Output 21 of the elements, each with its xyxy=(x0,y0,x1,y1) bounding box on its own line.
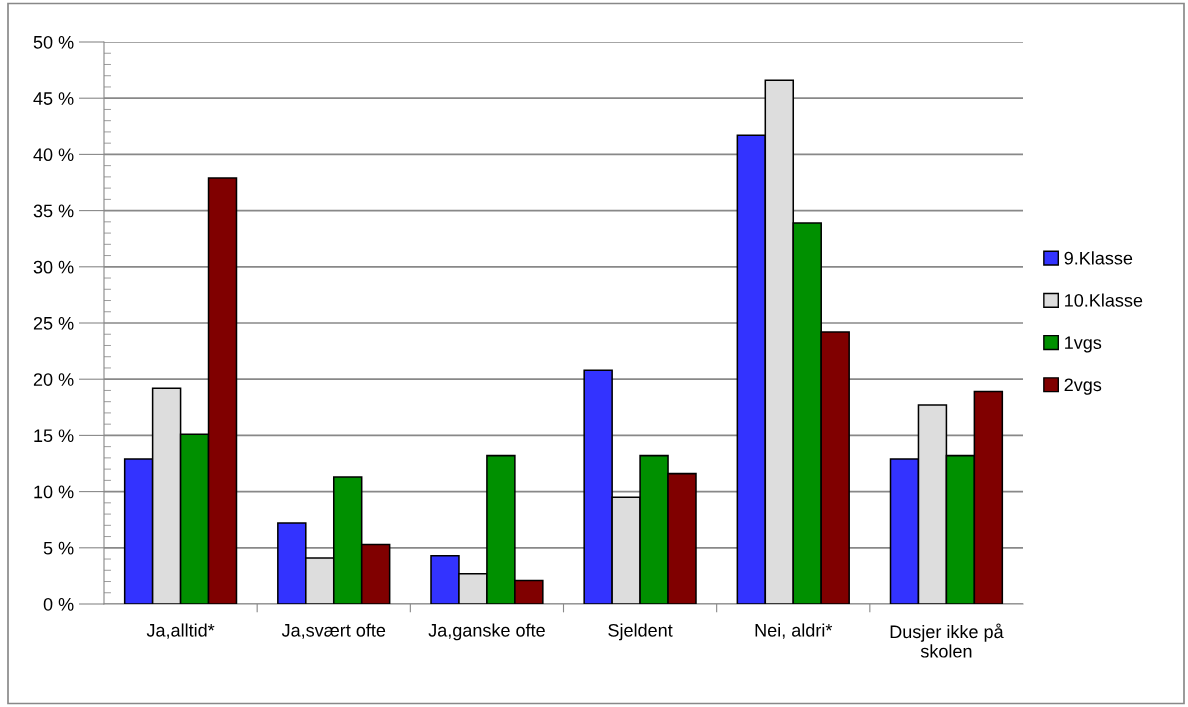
legend-label: 10.Klasse xyxy=(1065,293,1143,307)
x-tick-label: Nei, aldri* xyxy=(755,623,833,639)
y-tick-label: 40 % xyxy=(33,148,74,162)
x-tick-label: Ja,alltid* xyxy=(146,623,215,639)
x-tick-label: Sjeldent xyxy=(608,623,673,641)
y-tick-label: 0 % xyxy=(43,597,74,611)
legend-label: 1vgs xyxy=(1065,336,1102,353)
x-tick-label: Dusjer ikke på skolen xyxy=(890,623,1004,658)
legend-label: 9.Klasse xyxy=(1064,251,1133,265)
y-tick-label: 50 % xyxy=(33,35,74,49)
y-tick-label: 25 % xyxy=(33,316,74,330)
y-tick-label: 5 % xyxy=(43,541,74,555)
x-tick-label: Ja,svært ofte xyxy=(281,623,386,639)
y-tick-label: 45 % xyxy=(33,92,74,105)
legend-label: 2vgs xyxy=(1064,378,1102,395)
y-tick-label: 15 % xyxy=(34,429,74,443)
y-tick-label: 35 % xyxy=(33,204,74,218)
x-tick-label: Ja,ganske ofte xyxy=(428,623,545,641)
y-tick-label: 30 % xyxy=(33,260,74,274)
y-tick-label: 20 % xyxy=(33,373,74,386)
y-tick-label: 10 % xyxy=(34,485,74,499)
